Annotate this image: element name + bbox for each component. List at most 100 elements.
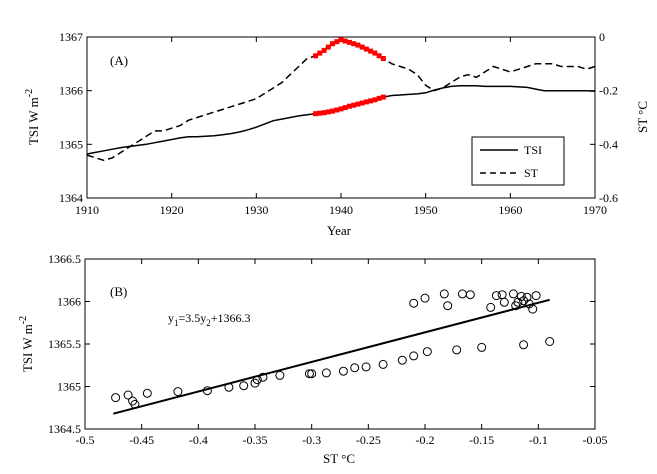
scatter-point: [130, 399, 140, 409]
highlight-marker: [342, 105, 348, 111]
scatter-point: [239, 381, 249, 391]
b-x-tick-label: -0.05: [583, 433, 608, 447]
b-x-tick-label: -0.35: [243, 433, 268, 447]
scatter-point: [465, 290, 475, 300]
scatter-point: [519, 340, 529, 350]
panel-a: 1910 1920 1930 1940 1950 1960 1970 1364 1365 1366…: [24, 30, 650, 238]
highlight-marker: [351, 41, 357, 47]
highlight-marker: [334, 39, 340, 45]
highlight-marker: [330, 41, 335, 47]
panel-b: -0.5 -0.45 -0.4 -0.35 -0.3 -0.25 -0.2 -0.15 -0.1…: [18, 252, 608, 466]
scatter-point: [409, 298, 419, 308]
panel-b-fit-line: [113, 298, 550, 415]
scatter-point: [224, 382, 234, 392]
scatter-point: [422, 347, 432, 357]
b-x-tick-label: -0.45: [129, 433, 154, 447]
a-y-left-tick-label: 1366: [59, 84, 83, 98]
panel-b-ticks: -0.5 -0.45 -0.4 -0.35 -0.3 -0.25 -0.2 -0.15 -0.1…: [48, 252, 608, 447]
b-y-tick-label: 1366.5: [48, 252, 81, 266]
scatter-point: [522, 292, 532, 302]
scatter-point: [420, 293, 430, 303]
scatter-point: [486, 302, 496, 312]
b-y-tick-label: 1364.5: [48, 422, 81, 436]
scatter-point: [443, 301, 453, 311]
scatter-point: [397, 355, 407, 365]
highlight-marker: [313, 53, 319, 59]
b-y-tick-label: 1366: [57, 295, 81, 309]
highlight-marker: [368, 98, 374, 104]
highlight-marker: [359, 100, 365, 106]
highlight-marker: [338, 106, 344, 112]
b-x-tick-label: -0.15: [469, 433, 494, 447]
highlight-marker: [368, 48, 374, 54]
a-x-tick-label: 1940: [329, 203, 353, 217]
scatter-point: [439, 289, 449, 299]
b-x-tick-label: -0.4: [189, 433, 208, 447]
legend-st-label: ST: [524, 166, 539, 180]
panel-a-label: (A): [110, 53, 128, 68]
scatter-point: [252, 375, 262, 385]
panel-a-legend: TSI ST: [471, 136, 565, 186]
highlight-marker: [351, 102, 357, 108]
a-y-right-tick-label: 0: [599, 30, 605, 44]
highlight-marker: [330, 108, 335, 114]
scatter-point: [531, 291, 541, 301]
highlight-marker: [372, 50, 378, 56]
b-x-tick-label: -0.3: [302, 433, 321, 447]
highlight-marker: [347, 39, 352, 45]
highlight-marker: [347, 103, 352, 109]
scatter-point: [321, 368, 331, 378]
scatter-point: [499, 297, 509, 307]
a-y-left-tick-label: 1365: [59, 137, 83, 151]
scatter-point: [304, 369, 314, 379]
a-y-right-tick-label: -0.4: [599, 137, 618, 151]
highlight-marker: [380, 94, 386, 100]
b-x-tick-label: -0.2: [416, 433, 435, 447]
highlight-marker: [317, 50, 323, 56]
highlight-marker: [363, 46, 369, 52]
panel-b-frame: [84, 258, 596, 430]
scatter-point: [142, 388, 152, 398]
scatter-point: [350, 363, 360, 373]
a-y-left-tick-label: 1367: [59, 30, 83, 44]
scatter-point: [491, 291, 501, 301]
scatter-point: [338, 366, 348, 376]
highlight-marker: [321, 47, 327, 53]
highlight-marker: [342, 38, 348, 44]
scatter-point: [275, 370, 285, 380]
scatter-point: [409, 351, 419, 361]
scatter-point: [545, 337, 555, 346]
b-y-tick-label: 1365.5: [48, 337, 81, 351]
panel-a-highlight-markers: [313, 37, 386, 117]
highlight-marker: [325, 109, 331, 115]
b-x-tick-label: -0.25: [356, 433, 381, 447]
highlight-marker: [359, 44, 365, 50]
highlight-marker: [355, 42, 361, 48]
a-y-right-tick-label: -0.6: [599, 191, 618, 205]
b-x-tick-label: -0.1: [529, 433, 548, 447]
scatter-point: [123, 390, 133, 400]
highlight-marker: [325, 44, 331, 50]
scatter-point: [528, 304, 538, 314]
b-x-tick-label: -0.5: [76, 433, 95, 447]
a-x-tick-label: 1910: [75, 203, 99, 217]
scatter-point: [378, 359, 388, 369]
highlight-marker: [321, 110, 327, 116]
regression-line: [113, 298, 550, 415]
scatter-point: [258, 372, 268, 382]
highlight-marker: [334, 107, 340, 113]
panel-b-x-axis-label: ST °C: [323, 451, 355, 466]
highlight-marker: [363, 99, 369, 105]
scatter-point: [516, 291, 526, 301]
panel-b-label: (B): [110, 284, 127, 299]
a-x-tick-label: 1970: [583, 203, 607, 217]
highlight-marker: [338, 37, 344, 43]
regression-equation: y1=3.5y2+1366.3: [168, 311, 251, 328]
a-x-tick-label: 1960: [498, 203, 522, 217]
highlight-marker: [380, 56, 386, 61]
b-y-tick-label: 1365: [57, 380, 81, 394]
scatter-point: [111, 393, 121, 403]
legend-tsi-label: TSI: [524, 143, 542, 157]
highlight-marker: [372, 97, 378, 103]
